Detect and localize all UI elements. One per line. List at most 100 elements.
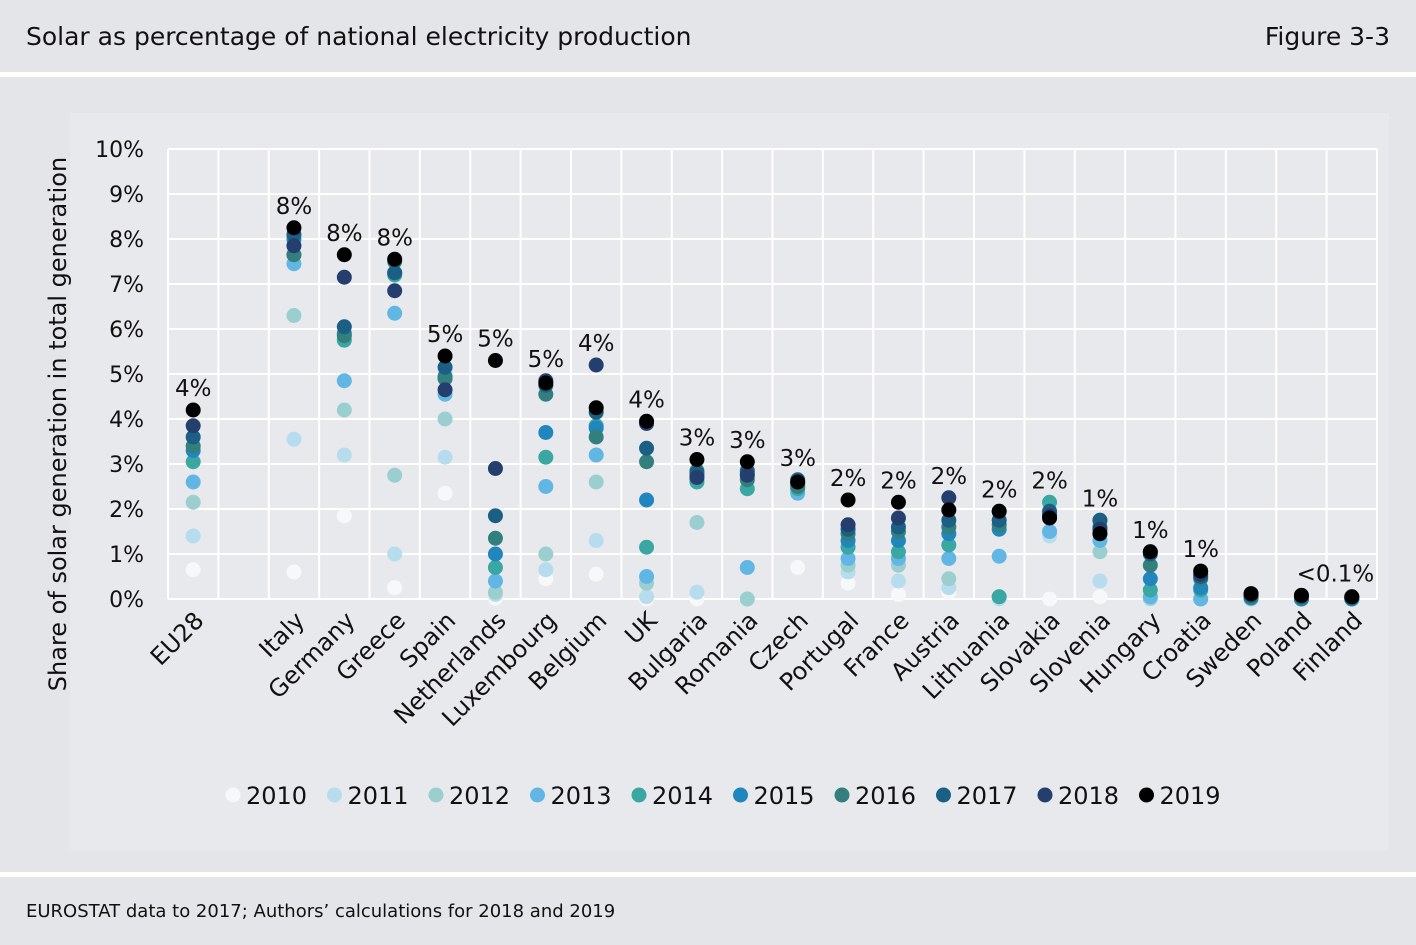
data-point-2010 <box>437 485 453 501</box>
data-point-2013 <box>538 479 554 494</box>
data-point-2019 <box>1092 526 1108 542</box>
data-point-2012 <box>689 515 705 530</box>
value-annotation: 5% <box>427 322 464 348</box>
data-point-2011 <box>286 431 302 447</box>
data-point-2019 <box>185 402 201 418</box>
data-point-2014 <box>1142 582 1158 598</box>
data-point-2019 <box>538 375 554 391</box>
data-point-2012 <box>487 584 503 600</box>
data-point-2018 <box>588 357 604 373</box>
data-point-2018 <box>185 418 201 434</box>
data-point-2017 <box>437 359 453 375</box>
gridlines <box>167 148 1378 600</box>
data-point-2018 <box>739 467 755 483</box>
data-point-2019 <box>1193 563 1209 579</box>
data-point-2012 <box>941 571 957 587</box>
data-point-2019 <box>1293 587 1309 603</box>
legend-swatch-2019 <box>1139 787 1154 803</box>
legend-swatch-2012 <box>428 787 444 803</box>
data-point-2019 <box>588 400 604 416</box>
data-point-2015 <box>1142 571 1158 587</box>
y-tick-label: 5% <box>109 363 144 388</box>
value-annotation: 1% <box>1132 518 1169 544</box>
value-annotation: 2% <box>981 477 1018 503</box>
data-point-2011 <box>890 573 906 589</box>
data-point-2013 <box>991 548 1007 564</box>
y-tick-label: 10% <box>95 138 144 163</box>
data-point-2018 <box>890 510 906 526</box>
source-note: EUROSTAT data to 2017; Authors’ calculat… <box>26 901 616 922</box>
legend-label-2012: 2012 <box>449 782 510 810</box>
data-point-2019 <box>991 503 1007 519</box>
y-axis-ticks: 0% 1% 2% 3% 4% 5% 6% 7% 8% 9% 10% <box>95 138 144 613</box>
header-divider <box>0 72 1416 77</box>
data-point-2015 <box>538 425 554 440</box>
data-point-2013 <box>739 560 755 575</box>
value-annotation: 8% <box>276 194 313 220</box>
data-point-2010 <box>387 580 403 596</box>
y-tick-label: 9% <box>109 183 144 208</box>
data-point-2018 <box>840 517 856 533</box>
data-point-2012 <box>437 411 453 427</box>
data-point-2011 <box>387 546 403 562</box>
y-tick-label: 8% <box>109 228 144 253</box>
data-point-2017 <box>639 440 655 456</box>
legend-label-2014: 2014 <box>652 782 713 810</box>
data-point-2017 <box>185 429 201 445</box>
legend-label-2013: 2013 <box>551 782 612 810</box>
data-point-2013 <box>639 569 655 584</box>
legend-swatch-2013 <box>530 787 545 803</box>
data-point-2019 <box>790 474 806 490</box>
data-point-2019 <box>1042 510 1058 526</box>
data-point-2010 <box>1042 591 1058 607</box>
data-point-2014 <box>538 449 554 465</box>
data-point-2015 <box>639 492 655 508</box>
data-point-2019 <box>689 452 705 467</box>
data-point-2019 <box>1344 589 1360 605</box>
value-annotation: 5% <box>477 327 514 353</box>
value-annotation: 2% <box>1031 468 1068 494</box>
y-tick-label: 2% <box>109 498 144 523</box>
value-annotations: 4% 8% 8% 8% 5% 5% 5% 4% 4% 3% 3% 3% 2% 2% 2% 2% 2% 1% 1% 1%… <box>175 194 1374 588</box>
data-point-2012 <box>588 474 604 490</box>
data-point-2010 <box>790 560 806 575</box>
legend-swatch-2016 <box>834 787 850 803</box>
legend-label-2016: 2016 <box>855 782 916 810</box>
data-point-2014 <box>890 544 906 560</box>
data-point-2011 <box>336 447 352 463</box>
data-point-2010 <box>336 508 352 524</box>
data-point-2018 <box>387 283 403 299</box>
legend-label-2010: 2010 <box>246 782 307 810</box>
value-annotation: 5% <box>528 347 565 373</box>
data-point-2019 <box>890 494 906 510</box>
data-point-2019 <box>1243 586 1259 602</box>
data-point-2019 <box>639 413 655 429</box>
figure-header: Solar as percentage of national electric… <box>0 0 1416 72</box>
data-point-2013 <box>941 551 957 566</box>
data-point-2014 <box>991 589 1007 605</box>
data-point-2013 <box>1042 524 1058 539</box>
data-point-2010 <box>1092 589 1108 605</box>
data-point-2013 <box>588 447 604 463</box>
figure-number: Figure 3-3 <box>1264 22 1390 51</box>
data-point-2014 <box>941 537 957 553</box>
data-point-2013 <box>487 573 503 589</box>
data-point-2016 <box>639 454 655 470</box>
legend-label-2015: 2015 <box>754 782 815 810</box>
data-point-2010 <box>185 562 201 578</box>
data-point-2018 <box>689 470 705 485</box>
data-point-2019 <box>840 492 856 508</box>
data-point-2015 <box>487 546 503 562</box>
data-point-2013 <box>185 474 201 490</box>
legend-label-2018: 2018 <box>1058 782 1119 810</box>
data-point-2012 <box>336 402 352 418</box>
data-point-2013 <box>387 305 403 321</box>
value-annotation: 2% <box>830 466 867 492</box>
data-point-2019 <box>387 251 403 267</box>
data-point-2011 <box>689 584 705 600</box>
data-point-2018 <box>286 238 302 254</box>
data-point-2018 <box>336 269 352 285</box>
value-annotation: <0.1% <box>1297 561 1375 587</box>
figure-title: Solar as percentage of national electric… <box>26 22 692 51</box>
y-tick-label: 3% <box>109 453 144 478</box>
